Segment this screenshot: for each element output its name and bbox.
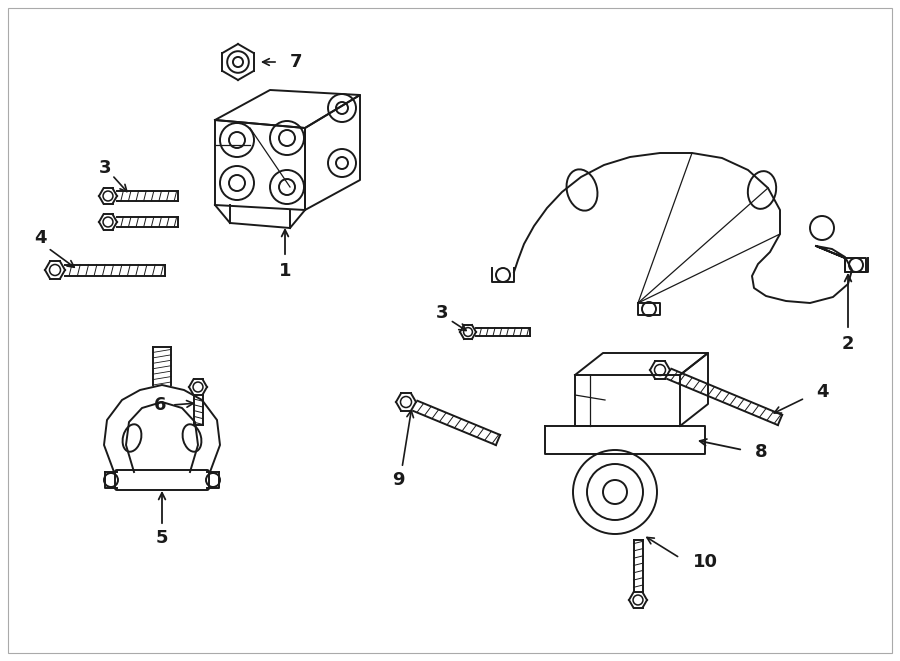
Text: 8: 8 [755, 443, 768, 461]
Text: 4: 4 [34, 229, 46, 247]
Text: 9: 9 [392, 471, 404, 489]
Text: 3: 3 [436, 304, 448, 322]
Text: 3: 3 [99, 159, 112, 177]
Text: 2: 2 [842, 335, 854, 353]
Text: 6: 6 [154, 396, 166, 414]
Text: 7: 7 [290, 53, 302, 71]
Text: 10: 10 [693, 553, 718, 571]
Text: 4: 4 [816, 383, 829, 401]
Text: 5: 5 [156, 529, 168, 547]
Text: 1: 1 [279, 262, 292, 280]
